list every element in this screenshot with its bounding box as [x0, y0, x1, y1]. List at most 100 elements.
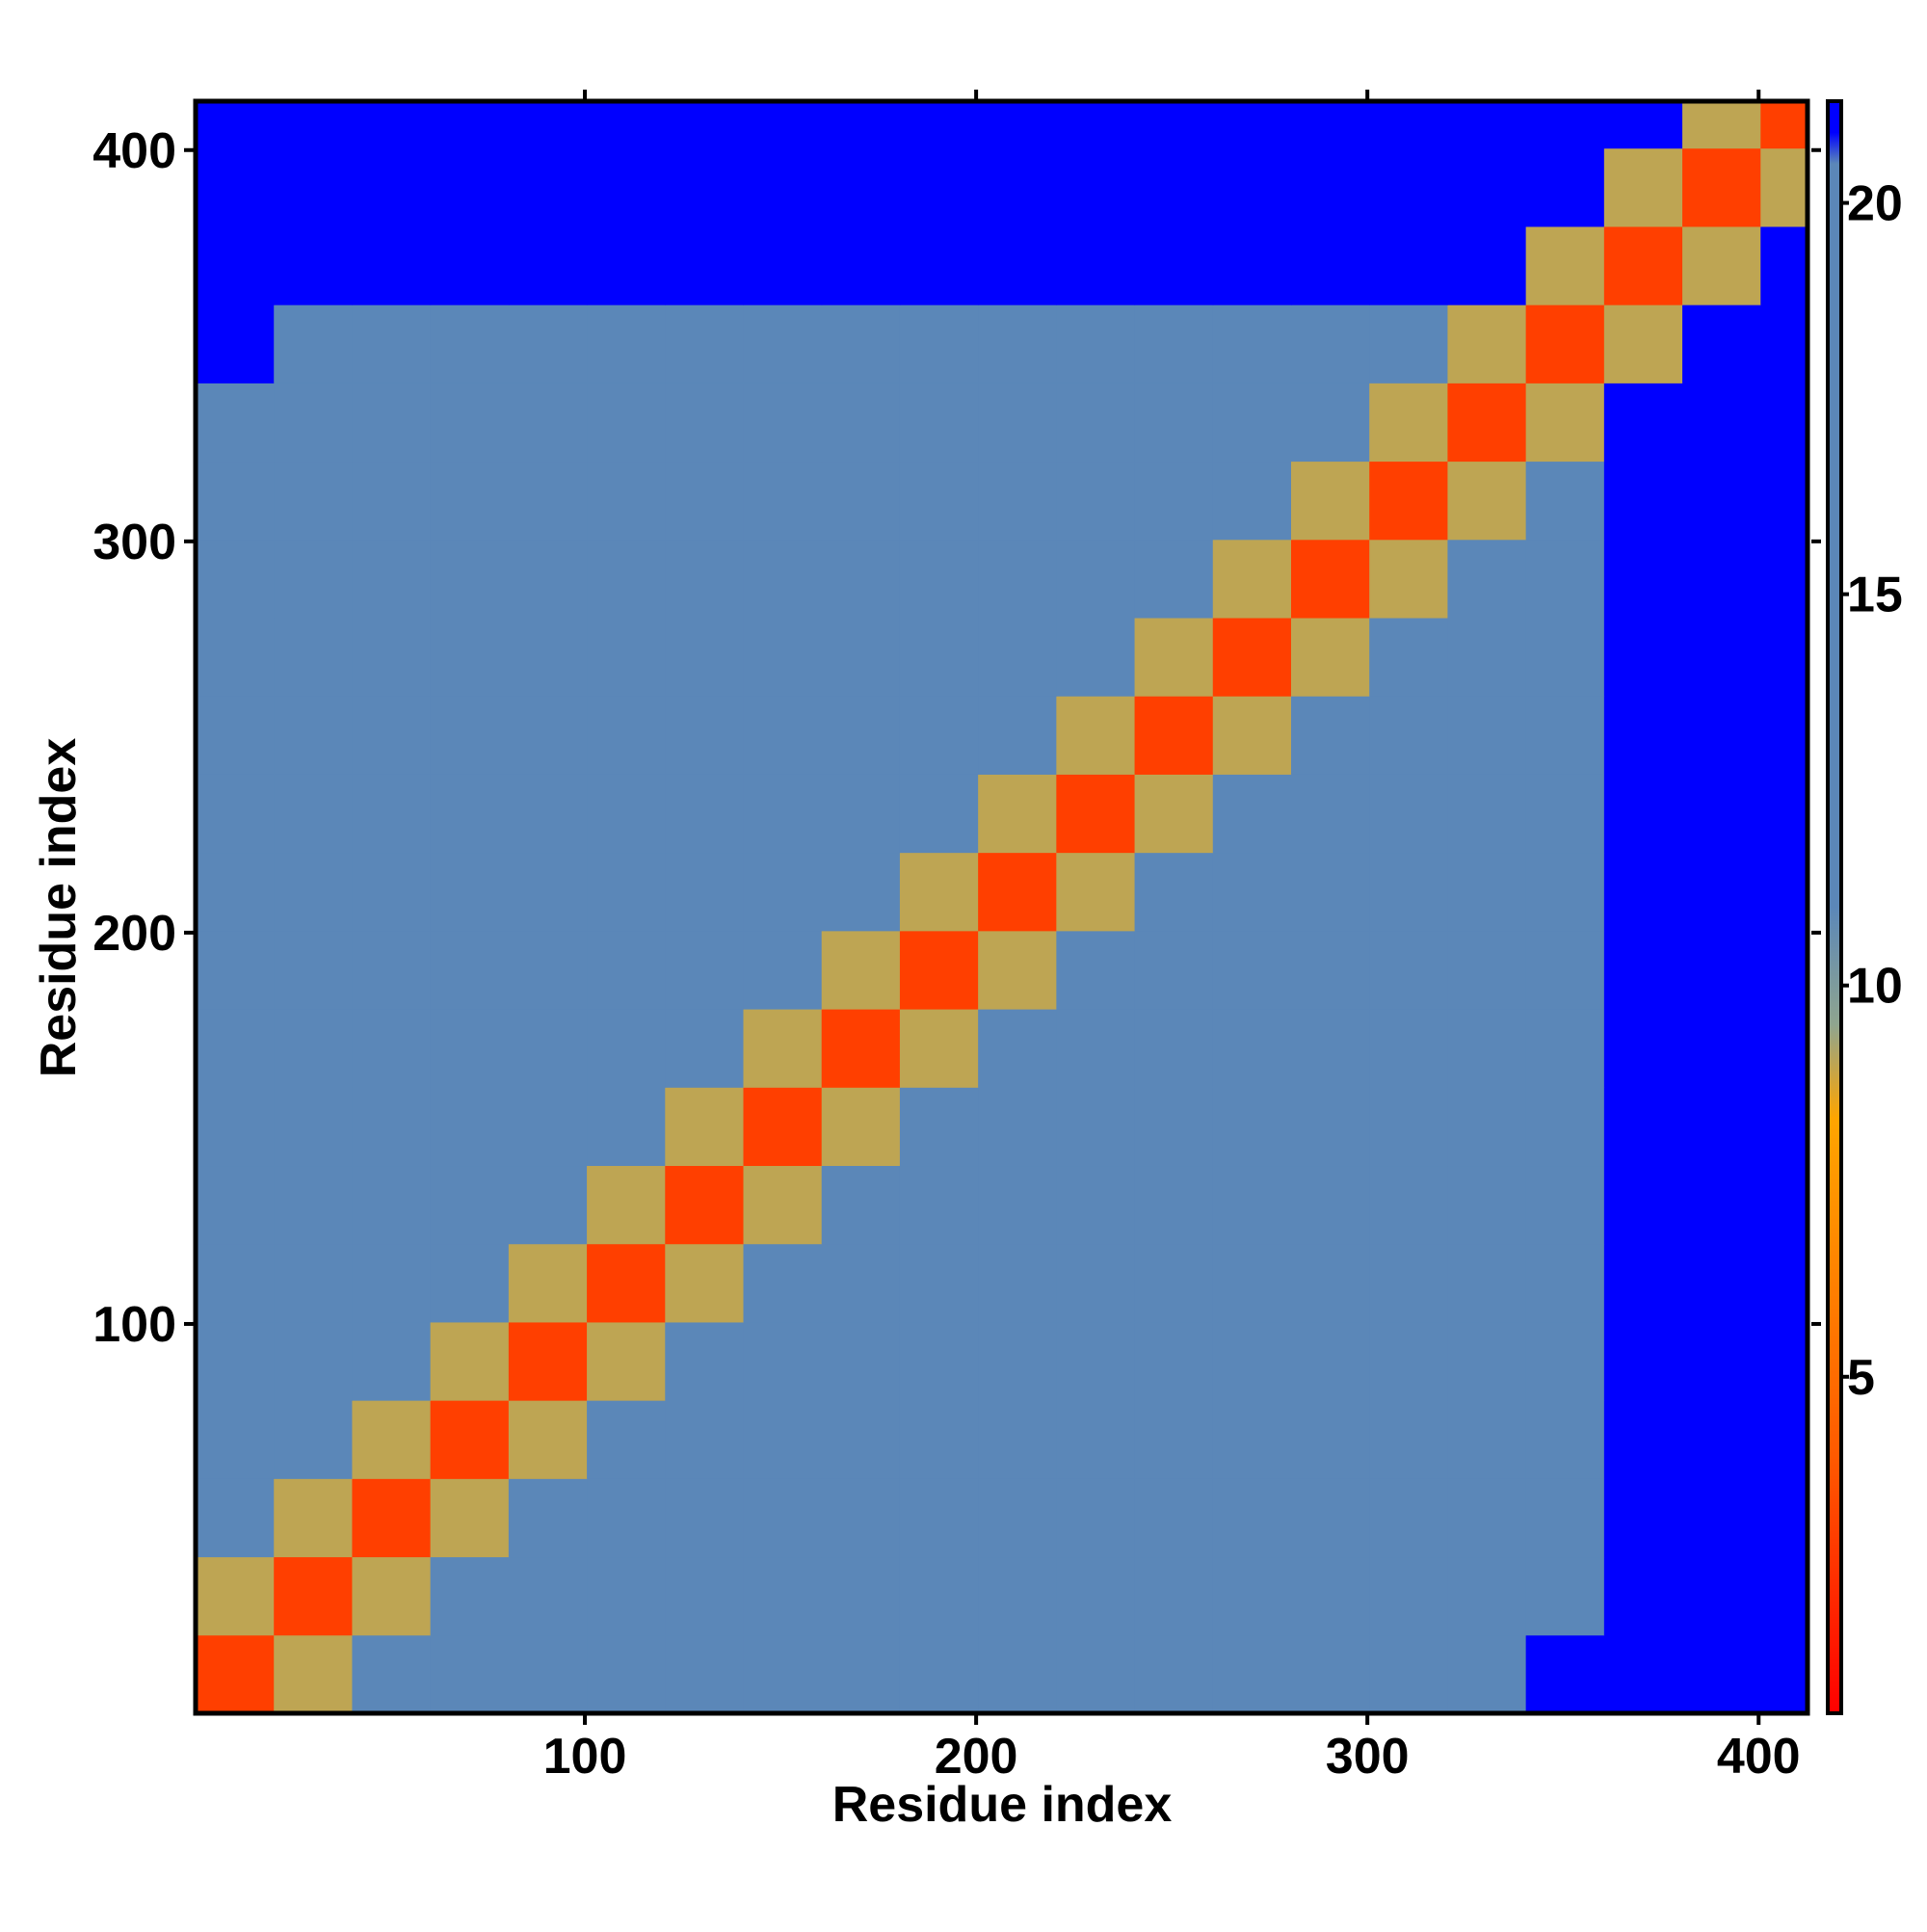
heatmap-cell	[430, 852, 510, 932]
heatmap-cell	[1682, 383, 1761, 463]
heatmap-cell	[743, 147, 823, 227]
heatmap-cell	[352, 383, 432, 463]
x-tick-label: 400	[1717, 1729, 1801, 1785]
heatmap-cell	[352, 618, 432, 697]
heatmap-cell	[196, 852, 275, 932]
heatmap-cell	[899, 304, 979, 384]
heatmap-cell	[1212, 1400, 1292, 1479]
heatmap-cell	[821, 774, 901, 854]
y-tick-label: 300	[92, 515, 176, 570]
heatmap-cell	[1290, 147, 1370, 227]
heatmap-cell	[430, 101, 510, 149]
x-axis-label: Residue index	[832, 1777, 1173, 1833]
heatmap-cell	[1369, 147, 1448, 227]
heatmap-cell	[1056, 1400, 1136, 1479]
heatmap-cell	[821, 1243, 901, 1323]
heatmap-cell	[274, 1478, 353, 1558]
heatmap-cell	[1447, 1243, 1527, 1323]
heatmap-cell	[1290, 1165, 1370, 1245]
heatmap-cell	[743, 1478, 823, 1558]
heatmap-cell	[430, 1556, 510, 1636]
heatmap-cell	[1525, 101, 1605, 149]
heatmap-cell	[821, 1478, 901, 1558]
heatmap-cell	[1603, 1634, 1683, 1714]
heatmap-cell	[978, 1400, 1057, 1479]
heatmap-cell	[1212, 461, 1292, 541]
heatmap-cell	[1056, 225, 1136, 305]
heatmap-cell	[1682, 696, 1761, 775]
heatmap-cell	[1369, 383, 1448, 463]
heatmap-cell	[508, 696, 588, 775]
heatmap-cell	[352, 1165, 432, 1245]
heatmap-cell	[1760, 696, 1808, 775]
heatmap-cell	[1369, 696, 1448, 775]
heatmap-cell	[743, 1243, 823, 1323]
heatmap-cell	[587, 618, 666, 697]
heatmap-cell	[1525, 383, 1605, 463]
heatmap-cell	[1134, 147, 1214, 227]
heatmap-cell	[1369, 461, 1448, 541]
heatmap-cell	[821, 930, 901, 1010]
heatmap-cell	[1369, 1321, 1448, 1401]
heatmap-cell	[899, 101, 979, 149]
heatmap-cell	[1290, 383, 1370, 463]
heatmap-cell	[1525, 147, 1605, 227]
heatmap-cell	[1603, 774, 1683, 854]
heatmap-cell	[352, 225, 432, 305]
heatmap-cell	[1760, 225, 1808, 305]
heatmap-cell	[1056, 101, 1136, 149]
heatmap-cell	[274, 1556, 353, 1636]
heatmap-cell	[430, 1321, 510, 1401]
heatmap-cell	[1603, 1087, 1683, 1167]
heatmap-cell	[196, 304, 275, 384]
heatmap-cell	[821, 461, 901, 541]
heatmap-cell	[1603, 101, 1683, 149]
heatmap-cell	[274, 1400, 353, 1479]
heatmap-cell	[665, 101, 744, 149]
heatmap-cell	[196, 696, 275, 775]
heatmap-cell	[1134, 1321, 1214, 1401]
heatmap-cell	[1290, 1478, 1370, 1558]
heatmap-cell	[743, 383, 823, 463]
heatmap-cell	[196, 1165, 275, 1245]
heatmap-cell	[1134, 852, 1214, 932]
heatmap-cell	[1134, 1556, 1214, 1636]
heatmap-cell	[821, 1165, 901, 1245]
heatmap-cell	[1290, 774, 1370, 854]
heatmap-cell	[1290, 696, 1370, 775]
heatmap-cell	[1682, 225, 1761, 305]
heatmap-cell	[899, 1478, 979, 1558]
heatmap-cell	[978, 225, 1057, 305]
heatmap-cell	[1056, 1634, 1136, 1714]
heatmap-cell	[1682, 618, 1761, 697]
heatmap-cell	[978, 101, 1057, 149]
heatmap-cell	[1603, 1009, 1683, 1088]
heatmap-cell	[1525, 1009, 1605, 1088]
heatmap-cell	[352, 1634, 432, 1714]
heatmap-cell	[587, 1165, 666, 1245]
heatmap-cell	[1134, 1165, 1214, 1245]
heatmap-cell	[196, 539, 275, 619]
heatmap-cell	[743, 1087, 823, 1167]
heatmap-cell	[978, 1478, 1057, 1558]
heatmap-cell	[1447, 1634, 1527, 1714]
heatmap-cell	[1447, 383, 1527, 463]
heatmap-cell	[196, 225, 275, 305]
heatmap-cell	[665, 1087, 744, 1167]
heatmap-cell	[587, 930, 666, 1010]
heatmap-cell	[1603, 225, 1683, 305]
heatmap-cell	[978, 1087, 1057, 1167]
heatmap-cell	[1369, 1165, 1448, 1245]
heatmap-cell	[1290, 1321, 1370, 1401]
heatmap-cell	[1290, 1634, 1370, 1714]
heatmap-cell	[899, 1243, 979, 1323]
heatmap-cell	[508, 1009, 588, 1088]
heatmap-cell	[1212, 930, 1292, 1010]
heatmap-cell	[1682, 1556, 1761, 1636]
heatmap-cell	[274, 1634, 353, 1714]
heatmap-cell	[899, 1165, 979, 1245]
heatmap-cell	[1290, 461, 1370, 541]
heatmap-cell	[1447, 696, 1527, 775]
heatmap-cell	[430, 618, 510, 697]
heatmap-cell	[1369, 1478, 1448, 1558]
